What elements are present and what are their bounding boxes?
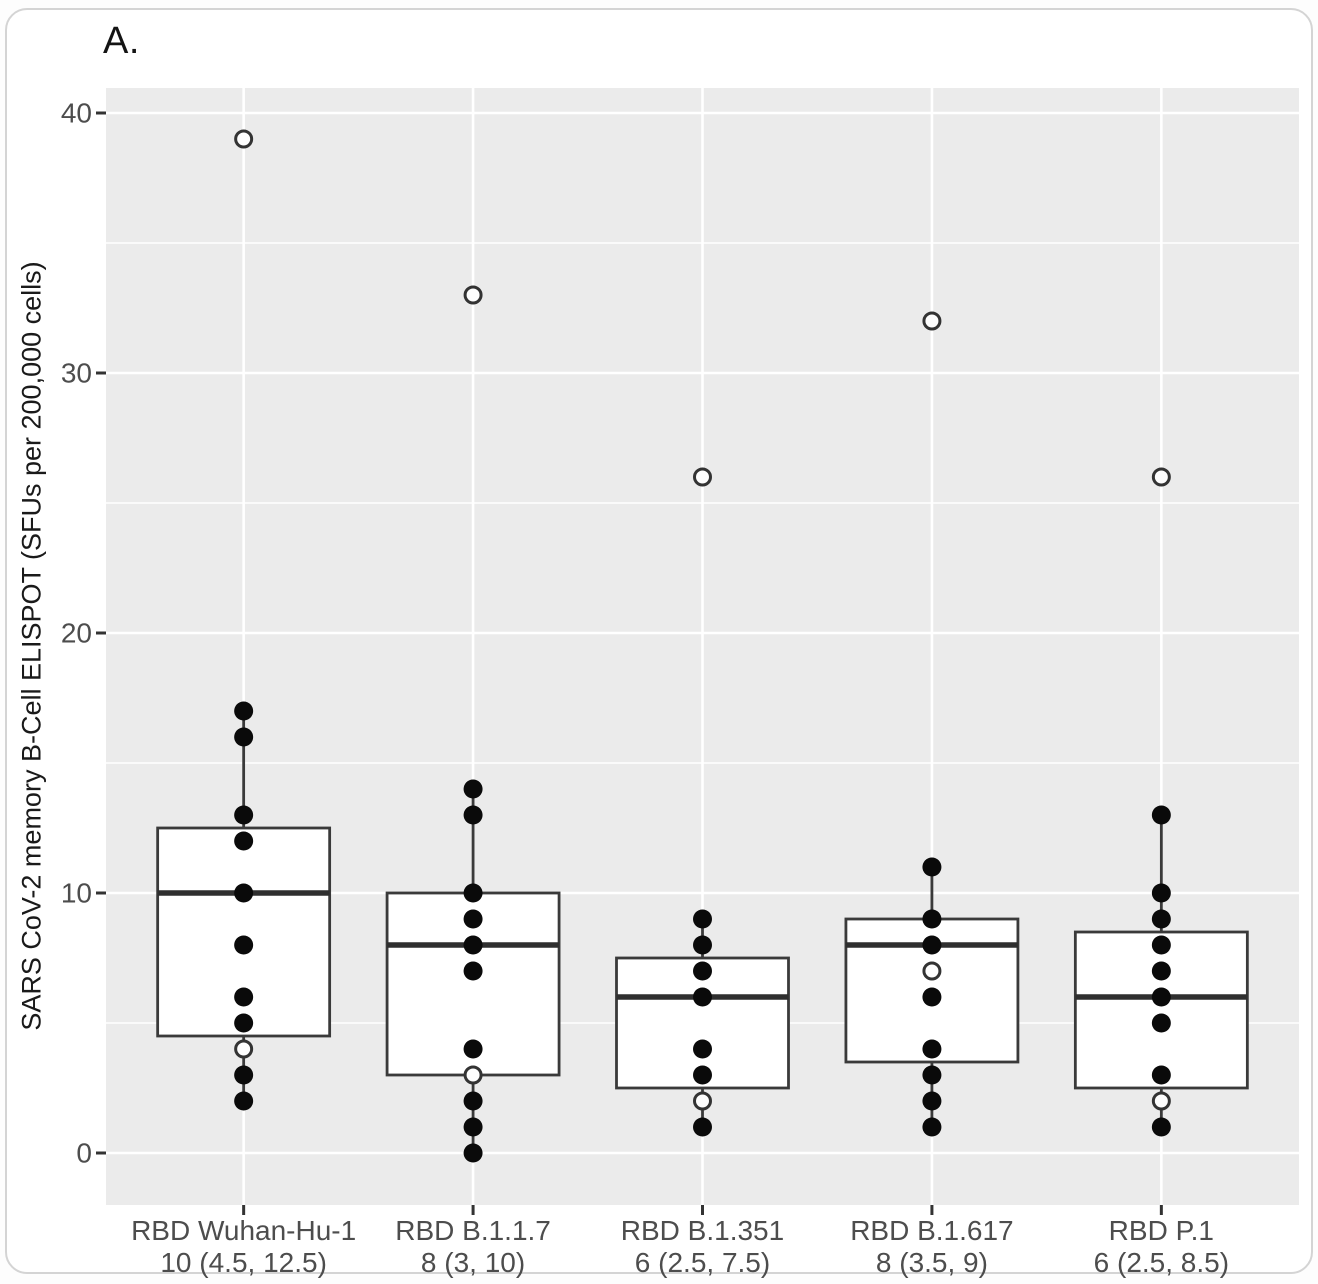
data-point (234, 1013, 254, 1033)
open-data-point (693, 467, 712, 487)
data-point (693, 1117, 712, 1137)
data-point (234, 727, 254, 747)
data-point (922, 1065, 942, 1085)
data-point (1151, 1117, 1171, 1137)
y-tick-label: 10 (61, 878, 92, 909)
data-point (463, 883, 483, 903)
open-data-point (922, 311, 942, 331)
open-data-point (234, 129, 254, 149)
data-point (1151, 1065, 1171, 1085)
y-tick-label: 30 (61, 358, 92, 389)
data-point (693, 1065, 712, 1085)
boxplot-group (156, 129, 332, 1111)
boxplot-group (615, 467, 790, 1137)
iqr-box (1073, 930, 1249, 1090)
x-tick-label-category: RBD P.1 (1109, 1215, 1214, 1246)
data-point (1151, 1013, 1171, 1033)
data-point (1151, 987, 1171, 1007)
x-tick-label-stats: 6 (2.5, 8.5) (1094, 1247, 1229, 1278)
data-point (693, 987, 712, 1007)
panel-label: A. (103, 20, 140, 62)
data-point (463, 961, 483, 981)
data-point (234, 831, 254, 851)
x-tick-label-stats: 8 (3.5, 9) (876, 1247, 988, 1278)
data-point (234, 935, 254, 955)
y-tick-label: 40 (61, 98, 92, 129)
data-point (922, 1091, 942, 1111)
open-data-point (693, 1091, 712, 1111)
boxplot-group (844, 311, 1020, 1137)
y-tick-label: 20 (61, 618, 92, 649)
data-point (234, 987, 254, 1007)
data-point (234, 805, 254, 825)
x-tick-label-stats: 8 (3, 10) (421, 1247, 525, 1278)
open-data-point (1151, 1091, 1171, 1111)
data-point (1151, 961, 1171, 981)
data-point (1151, 883, 1171, 903)
data-point (922, 857, 942, 877)
boxplot-group (1073, 467, 1249, 1137)
data-point (463, 805, 483, 825)
x-tick-label-stats: 6 (2.5, 7.5) (635, 1247, 770, 1278)
data-point (922, 909, 942, 929)
open-data-point (922, 961, 942, 981)
data-point (1151, 935, 1171, 955)
data-point (922, 987, 942, 1007)
data-point (922, 1117, 942, 1137)
x-tick-label-category: RBD B.1.351 (621, 1215, 784, 1246)
data-point (234, 1091, 254, 1111)
data-point (922, 1039, 942, 1059)
data-point (234, 883, 254, 903)
y-tick-label: 0 (76, 1138, 92, 1169)
data-point (693, 909, 712, 929)
x-tick-label-stats: 10 (4.5, 12.5) (160, 1247, 327, 1278)
open-data-point (463, 1065, 483, 1085)
data-point (1151, 909, 1171, 929)
open-data-point (1151, 467, 1171, 487)
data-point (922, 935, 942, 955)
x-tick-label-category: RBD Wuhan-Hu-1 (131, 1215, 356, 1246)
data-point (693, 935, 712, 955)
boxplot-group (385, 285, 561, 1163)
data-point (463, 1117, 483, 1137)
x-tick-label-category: RBD B.1.617 (850, 1215, 1013, 1246)
data-point (234, 1065, 254, 1085)
open-data-point (463, 285, 483, 305)
data-point (463, 779, 483, 799)
data-point (693, 1039, 712, 1059)
open-data-point (234, 1039, 254, 1059)
data-point (693, 961, 712, 981)
data-point (1151, 805, 1171, 825)
data-point (463, 1039, 483, 1059)
x-tick-label-category: RBD B.1.1.7 (395, 1215, 551, 1246)
data-point (234, 701, 254, 721)
data-point (463, 1143, 483, 1163)
data-point (463, 1091, 483, 1111)
data-point (463, 909, 483, 929)
data-point (463, 935, 483, 955)
